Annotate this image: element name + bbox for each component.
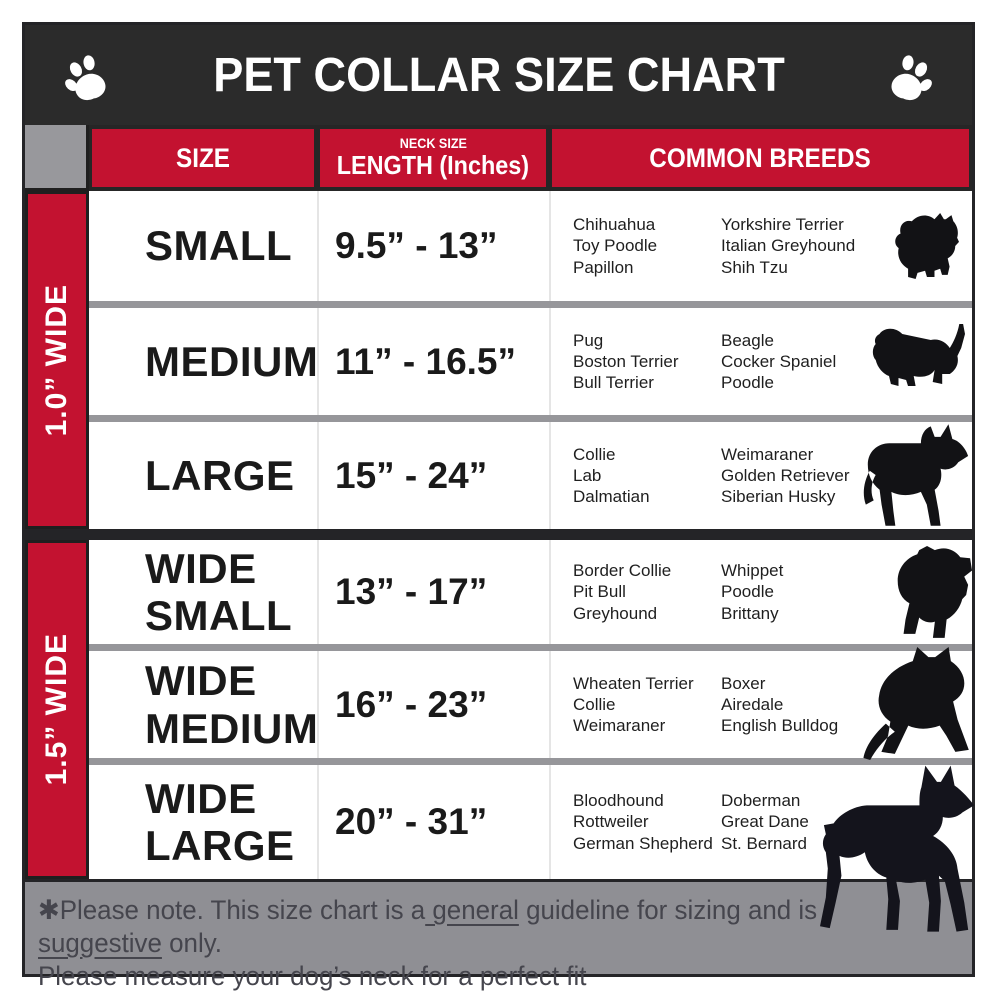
section-separator — [25, 529, 972, 540]
section-strip-1-inch: 1.0” WIDE — [25, 191, 89, 529]
pitbull-dog-icon — [850, 645, 980, 764]
paw-icon — [57, 47, 115, 105]
breeds-list-1: Bloodhound Rottweiler German Shepherd — [573, 791, 713, 853]
neck-size-label: NECK SIZE — [399, 135, 467, 151]
fluffy-small-dog-icon — [893, 211, 959, 279]
section-label-1-5-inch: 1.5” WIDE — [40, 633, 73, 786]
breeds-list-1: Pug Boston Terrier Bull Terrier — [573, 330, 679, 393]
row-separator — [89, 758, 972, 765]
breeds-list-2: Whippet Poodle Brittany — [721, 561, 784, 623]
breeds-list-1: Chihuahua Toy Poodle Papillon — [573, 215, 658, 277]
neck-range: 15” - 24” — [317, 422, 549, 529]
footnote-line-2: Please measure your dog’s neck for a per… — [38, 961, 587, 991]
page-title: PET COLLAR SIZE CHART — [212, 48, 785, 102]
neck-range: 20” - 31” — [317, 765, 549, 879]
footnote: ✱Please note. This size chart is a gener… — [25, 879, 972, 991]
section-strip-1-5-inch: 1.5” WIDE — [25, 540, 89, 879]
column-header-size: SIZE — [89, 125, 317, 191]
beagle-dog-icon — [870, 318, 965, 390]
neck-range: 13” - 17” — [317, 540, 549, 644]
section-label-1-inch: 1.0” WIDE — [40, 283, 73, 437]
neck-range: 9.5” - 13” — [317, 191, 549, 301]
column-header-length: NECK SIZE LENGTH (Inches) — [317, 125, 549, 191]
column-header-size-label: SIZE — [175, 142, 230, 173]
neck-range: 11” - 16.5” — [317, 308, 549, 415]
paw-icon — [882, 47, 940, 105]
corner-cell — [25, 125, 89, 191]
size-label: WIDE SMALL — [89, 540, 317, 644]
breeds-list-1: Collie Lab Dalmatian — [573, 444, 650, 507]
size-label: SMALL — [89, 191, 317, 301]
breeds-cell: Collie Lab Dalmatian Weimaraner Golden R… — [549, 422, 972, 529]
size-table: SIZE NECK SIZE LENGTH (Inches) COMMON BR… — [25, 125, 972, 879]
row-separator — [89, 415, 972, 422]
breeds-list-2: Doberman Great Dane St. Bernard — [721, 791, 809, 853]
row-separator — [89, 301, 972, 308]
column-header-breeds: COMMON BREEDS — [549, 125, 972, 191]
size-label: WIDE MEDIUM — [89, 651, 318, 758]
pet-collar-size-chart: PET COLLAR SIZE CHART SIZE NECK SIZE LEN… — [22, 22, 976, 991]
common-breeds-label: COMMON BREEDS — [649, 142, 872, 173]
breeds-list-2: Beagle Cocker Spaniel Poodle — [721, 330, 837, 393]
bulldog-dog-icon — [884, 544, 974, 642]
doberman-dog-icon — [820, 762, 976, 938]
size-label: LARGE — [89, 422, 317, 529]
breeds-list-2: Weimaraner Golden Retriever Siberian Hus… — [721, 444, 850, 507]
length-inches-label: LENGTH (Inches) — [336, 150, 530, 180]
footnote-line-1: ✱Please note. This size chart is a gener… — [38, 895, 818, 958]
breeds-cell: Chihuahua Toy Poodle Papillon Yorkshire … — [549, 191, 972, 301]
breeds-list-1: Border Collie Pit Bull Greyhound — [573, 561, 672, 623]
asterisk: ✱ — [38, 895, 60, 925]
size-label: MEDIUM — [89, 308, 318, 415]
breeds-list-2: Boxer Airedale English Bulldog — [721, 673, 839, 736]
row-separator — [89, 644, 972, 651]
breeds-list-1: Wheaten Terrier Collie Weimaraner — [573, 673, 694, 736]
title-bar: PET COLLAR SIZE CHART — [25, 25, 972, 125]
neck-range: 16” - 23” — [317, 651, 549, 758]
shepherd-dog-icon — [856, 420, 974, 530]
breeds-list-2: Yorkshire Terrier Italian Greyhound Shih… — [721, 215, 856, 277]
breeds-cell: Wheaten Terrier Collie Weimaraner Boxer … — [549, 651, 972, 758]
size-label: WIDE LARGE — [89, 765, 317, 879]
